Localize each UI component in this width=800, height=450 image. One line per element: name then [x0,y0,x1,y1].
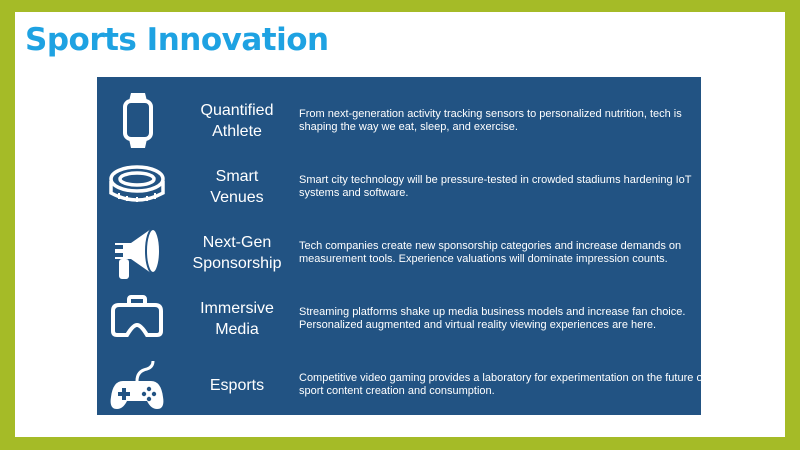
item-description: Competitive video gaming provides a labo… [299,372,706,397]
smartwatch-icon [123,93,153,148]
vr-headset-icon [111,295,163,337]
item-label: Smart Venues [210,168,264,206]
item-label: Esports [209,376,265,394]
list-item: Smart Venues Smart city technology will … [97,155,701,219]
list-item: Esports Competitive video gaming provide… [97,353,706,417]
item-label: Quantified Athlete [200,102,274,140]
item-description: Tech companies create new sponsorship ca… [299,240,682,265]
item-label: Immersive Media [200,300,274,338]
list-item: Immersive Media Streaming platforms shak… [97,287,701,351]
slide-title: Sports Innovation [25,22,329,58]
megaphone-icon [111,228,161,279]
innovation-panel: Quantified Athlete From next-generation … [97,77,706,417]
list-item: Next-Gen Sponsorship Tech companies crea… [97,221,701,285]
item-description: Smart city technology will be pressure-t… [299,174,692,199]
slide: Sports Innovation Quantified Athlete Fro… [15,12,785,437]
list-item: Quantified Athlete From next-generation … [97,89,701,153]
item-description: From next-generation activity tracking s… [299,108,682,133]
gamepad-icon [110,360,164,409]
stadium-icon [109,165,165,202]
item-description: Streaming platforms shake up media busin… [299,306,686,331]
item-label: Next-Gen Sponsorship [192,234,282,272]
